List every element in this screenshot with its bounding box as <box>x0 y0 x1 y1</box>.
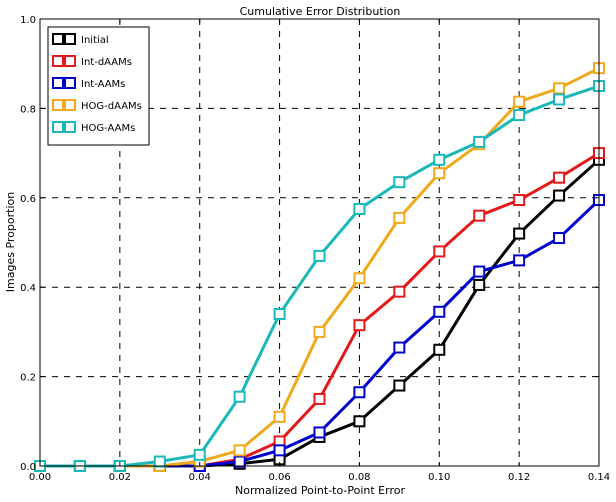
data-point-int-aams <box>433 305 446 318</box>
data-point-initial <box>393 379 406 392</box>
chart-title: Cumulative Error Distribution <box>240 5 401 18</box>
data-point-int-daams <box>393 285 406 298</box>
data-point-hog-aams <box>473 135 486 148</box>
ticks: 0.00 0.02 0.04 0.06 0.08 0.10 0.12 0.14 0.0 0.2 0.… <box>20 15 610 483</box>
data-point-hog-daams <box>513 95 526 108</box>
legend-entry-int-aams: Int-AAMs <box>52 77 125 90</box>
y-tick-label: 0.4 <box>20 283 36 294</box>
legend-swatch-marker <box>64 33 76 45</box>
x-tick-label: 0.12 <box>508 472 530 483</box>
data-point-initial <box>433 343 446 356</box>
data-point-hog-daams <box>393 211 406 224</box>
data-point-hog-daams <box>233 444 246 457</box>
legend-label: Int-AAMs <box>81 79 125 90</box>
data-point-initial <box>513 227 526 240</box>
data-point-int-aams <box>313 426 326 439</box>
data-point-int-daams <box>313 392 326 405</box>
y-axis-label: Images Proportion <box>4 192 17 292</box>
legend-label: HOG-dAAMs <box>81 101 142 112</box>
x-tick-label: 0.10 <box>428 472 450 483</box>
data-point-int-aams <box>393 341 406 354</box>
data-point-int-daams <box>353 319 366 332</box>
legend-label: HOG-AAMs <box>81 123 135 134</box>
data-point-hog-aams <box>313 249 326 262</box>
legend-swatch-marker <box>52 55 64 67</box>
legend-label: Initial <box>81 35 109 46</box>
x-tick-label: 0.04 <box>189 472 211 483</box>
legend-label: Int-dAAMs <box>81 57 132 68</box>
data-point-initial <box>473 278 486 291</box>
legend-entry-hog-daams: HOG-dAAMs <box>52 99 142 112</box>
y-tick-label: 0.0 <box>20 462 36 473</box>
data-point-hog-daams <box>433 167 446 180</box>
data-point-hog-aams <box>273 308 286 321</box>
data-point-hog-aams <box>553 93 566 106</box>
legend-entry-hog-aams: HOG-AAMs <box>52 121 135 134</box>
legend: Initial Int-dAAMs Int-AAMs HOG-dAAMs HOG-AAM… <box>47 26 150 146</box>
data-point-hog-daams <box>273 410 286 423</box>
x-tick-label: 0.02 <box>109 472 131 483</box>
x-tick-label: 0.06 <box>268 472 290 483</box>
data-point-int-aams <box>273 444 286 457</box>
data-point-hog-aams <box>353 202 366 215</box>
y-tick-label: 1.0 <box>20 15 36 26</box>
legend-swatch-marker <box>52 77 64 89</box>
data-point-hog-aams <box>433 153 446 166</box>
data-point-initial <box>553 189 566 202</box>
y-tick-label: 0.6 <box>20 194 36 205</box>
data-point-int-aams <box>513 254 526 267</box>
y-tick-label: 0.2 <box>20 373 36 384</box>
legend-entry-initial: Initial <box>52 33 109 46</box>
legend-swatch-marker <box>64 99 76 111</box>
plot-frame <box>39 18 600 467</box>
legend-swatch-marker <box>52 99 64 111</box>
data-point-int-aams <box>233 455 246 468</box>
data-point-int-daams <box>473 209 486 222</box>
x-tick-label: 0.00 <box>29 472 51 483</box>
data-point-int-aams <box>473 265 486 278</box>
data-point-hog-daams <box>553 82 566 95</box>
data-point-hog-aams <box>233 390 246 403</box>
data-point-hog-aams <box>193 448 206 461</box>
legend-swatch-marker <box>64 77 76 89</box>
data-point-initial <box>353 415 366 428</box>
data-point-hog-aams <box>153 455 166 468</box>
legend-swatch-marker <box>64 55 76 67</box>
x-axis-label: Normalized Point-to-Point Error <box>235 484 405 497</box>
x-tick-label: 0.08 <box>348 472 370 483</box>
legend-swatch-marker <box>64 121 76 133</box>
data-point-hog-daams <box>313 325 326 338</box>
x-tick-label: 0.14 <box>588 472 610 483</box>
data-point-hog-aams <box>513 109 526 122</box>
data-point-hog-aams <box>393 176 406 189</box>
legend-swatch-marker <box>52 33 64 45</box>
data-point-int-daams <box>553 171 566 184</box>
data-point-int-aams <box>553 232 566 245</box>
y-tick-label: 0.8 <box>20 104 36 115</box>
data-point-int-daams <box>433 245 446 258</box>
data-point-int-aams <box>353 386 366 399</box>
data-point-int-daams <box>513 194 526 207</box>
legend-swatch-marker <box>52 121 64 133</box>
legend-entry-int-daams: Int-dAAMs <box>52 55 132 68</box>
data-point-hog-daams <box>353 272 366 285</box>
